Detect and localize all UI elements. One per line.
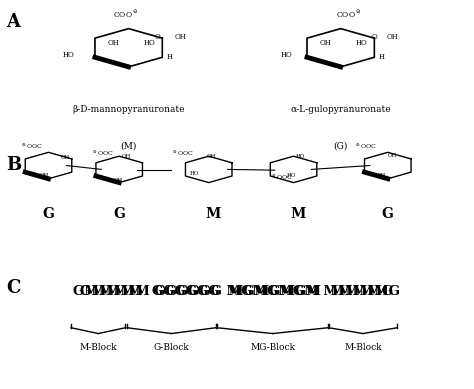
Text: HO: HO (63, 51, 75, 60)
Text: $^\ominus$OOC: $^\ominus$OOC (356, 142, 378, 151)
Text: C: C (6, 279, 20, 298)
Text: H: H (379, 53, 385, 61)
Text: OH: OH (377, 173, 386, 179)
Text: $^\ominus$OOC: $^\ominus$OOC (271, 173, 293, 182)
Text: OH: OH (60, 155, 70, 160)
Text: OH: OH (114, 179, 123, 184)
Text: GMMMM GGGGGG MGMGMGM MMMMG: GMMMM GGGGGG MGMGMGM MMMMG (81, 285, 393, 298)
Text: COO$^\ominus$: COO$^\ominus$ (336, 9, 361, 20)
Text: M-Block: M-Block (80, 343, 117, 352)
Text: M-Block: M-Block (344, 343, 382, 352)
Text: OH: OH (40, 173, 49, 179)
Text: OH: OH (107, 40, 119, 47)
Text: G: G (113, 207, 125, 221)
Text: G: G (382, 207, 394, 221)
Text: α-L-gulopyranuronate: α-L-gulopyranuronate (291, 105, 391, 114)
Text: OH: OH (319, 40, 331, 47)
Text: COO$^\ominus$: COO$^\ominus$ (113, 9, 139, 20)
Text: HO: HO (190, 171, 199, 176)
Text: OH: OH (207, 154, 216, 159)
Text: (G): (G) (334, 141, 348, 150)
Text: HO: HO (287, 173, 296, 179)
Text: β-D-mannopyranuronate: β-D-mannopyranuronate (73, 105, 185, 114)
Text: OH: OH (387, 33, 398, 41)
Text: B: B (6, 156, 21, 174)
Text: HO: HO (144, 40, 155, 47)
Text: $^\ominus$OOC: $^\ominus$OOC (172, 149, 194, 158)
Text: G-Block: G-Block (154, 343, 190, 352)
Text: HO: HO (296, 154, 305, 159)
Text: HO: HO (356, 40, 367, 47)
Text: OH: OH (174, 33, 186, 41)
Text: $^\ominus$OOC: $^\ominus$OOC (91, 149, 114, 158)
Text: H: H (167, 53, 173, 61)
Text: O: O (372, 33, 377, 41)
Text: OH: OH (122, 154, 131, 159)
Text: $^\ominus$OOC: $^\ominus$OOC (21, 142, 43, 151)
Text: GMMMM  GGGGGG  MGMGMGM  MMMMG: GMMMM GGGGGG MGMGMGM MMMMG (73, 285, 401, 298)
Text: (M): (M) (120, 141, 137, 150)
Text: HO: HO (280, 51, 292, 60)
Text: G: G (43, 207, 55, 221)
Text: OH: OH (388, 153, 397, 158)
Text: O: O (154, 33, 160, 41)
Text: M: M (206, 207, 221, 221)
Text: MG-Block: MG-Block (250, 343, 295, 352)
Text: A: A (6, 13, 20, 31)
Text: M: M (291, 207, 306, 221)
